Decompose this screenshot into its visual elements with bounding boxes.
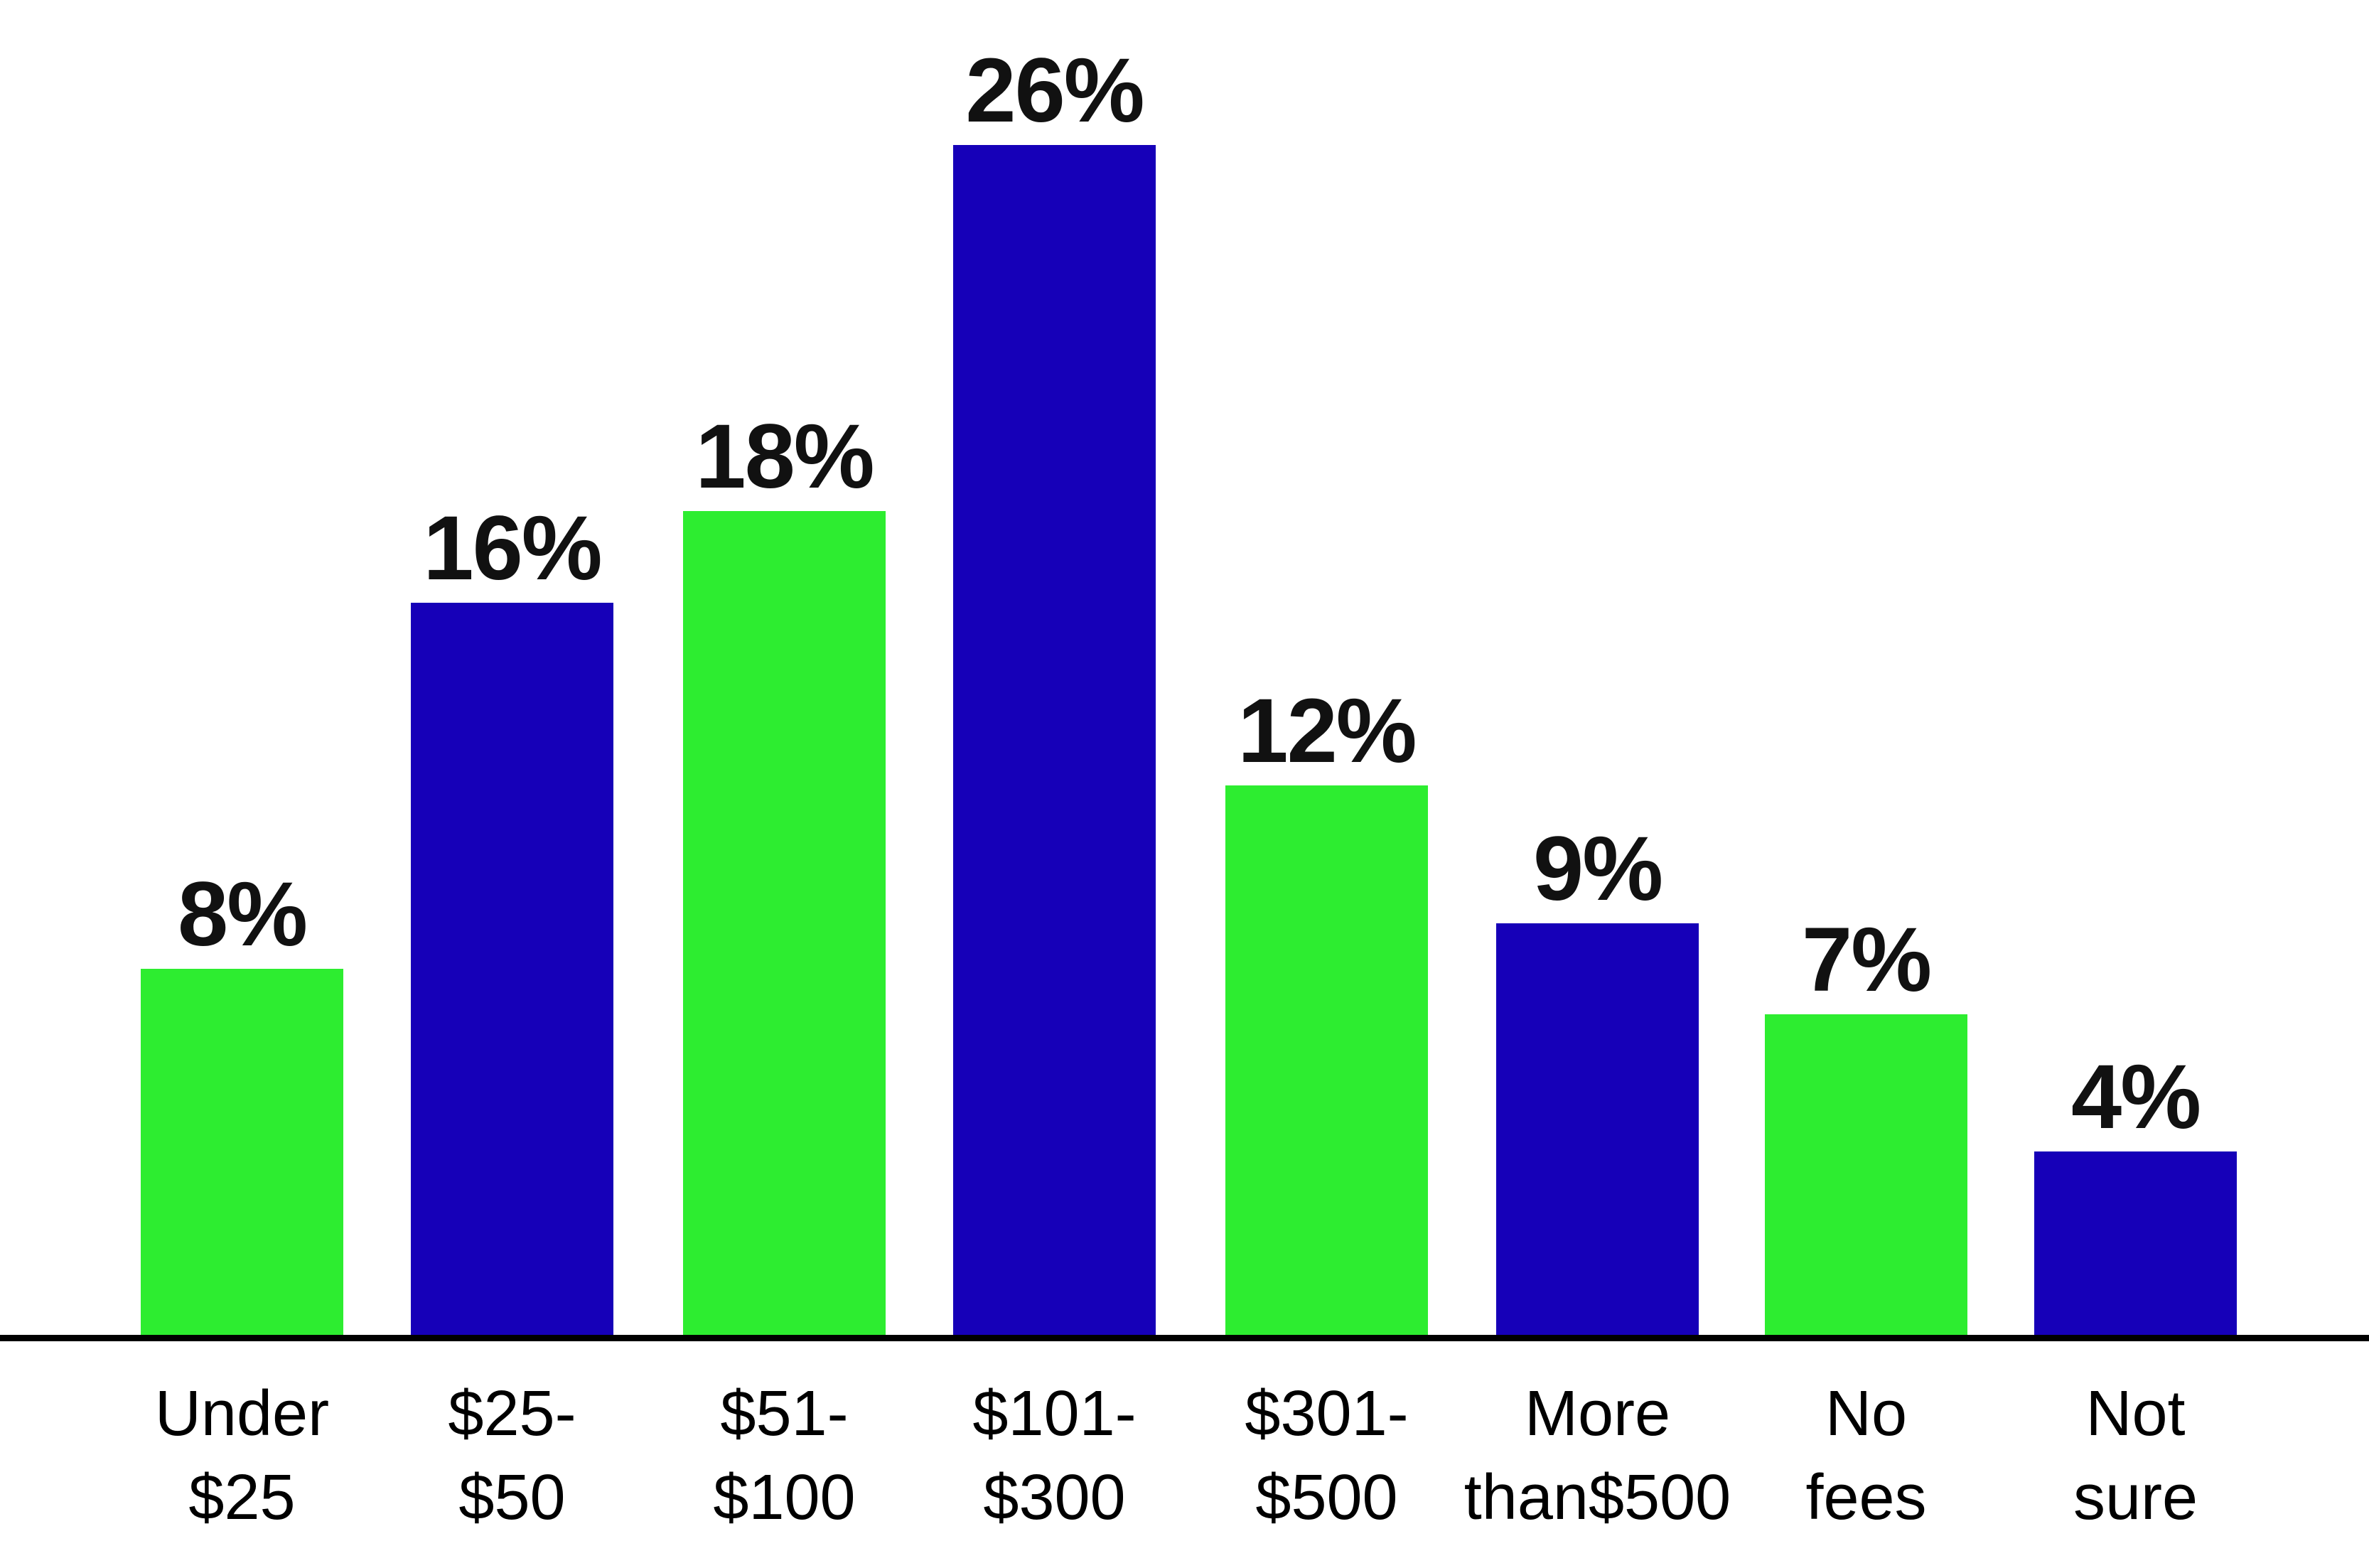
x-tick-label: Under $25 (154, 1378, 330, 1533)
data-label: 8% (178, 864, 308, 965)
bar (953, 145, 1156, 1335)
bar (2034, 1151, 2237, 1335)
data-label: 4% (2071, 1046, 2201, 1148)
bar (683, 511, 886, 1335)
bar (411, 603, 613, 1335)
data-label: 16% (423, 498, 602, 599)
x-tick-label: No fees (1805, 1378, 1927, 1533)
bar (1765, 1014, 1967, 1335)
data-label: 12% (1237, 680, 1417, 782)
bar (1225, 785, 1428, 1335)
x-tick-label: More than$500 (1463, 1378, 1731, 1533)
bar (141, 969, 343, 1335)
x-tick-label: $25- $50 (448, 1378, 576, 1533)
data-label: 26% (965, 40, 1144, 141)
data-label: 9% (1533, 818, 1663, 920)
data-label: 18% (695, 406, 874, 508)
x-axis-line (0, 1335, 2369, 1341)
data-label: 7% (1802, 909, 1932, 1011)
x-tick-label: $51- $100 (713, 1378, 856, 1533)
x-tick-label: $301- $500 (1245, 1378, 1409, 1533)
x-tick-label: $101- $300 (972, 1378, 1137, 1533)
bar (1496, 923, 1699, 1335)
x-tick-label: Not sure (2073, 1378, 2198, 1533)
